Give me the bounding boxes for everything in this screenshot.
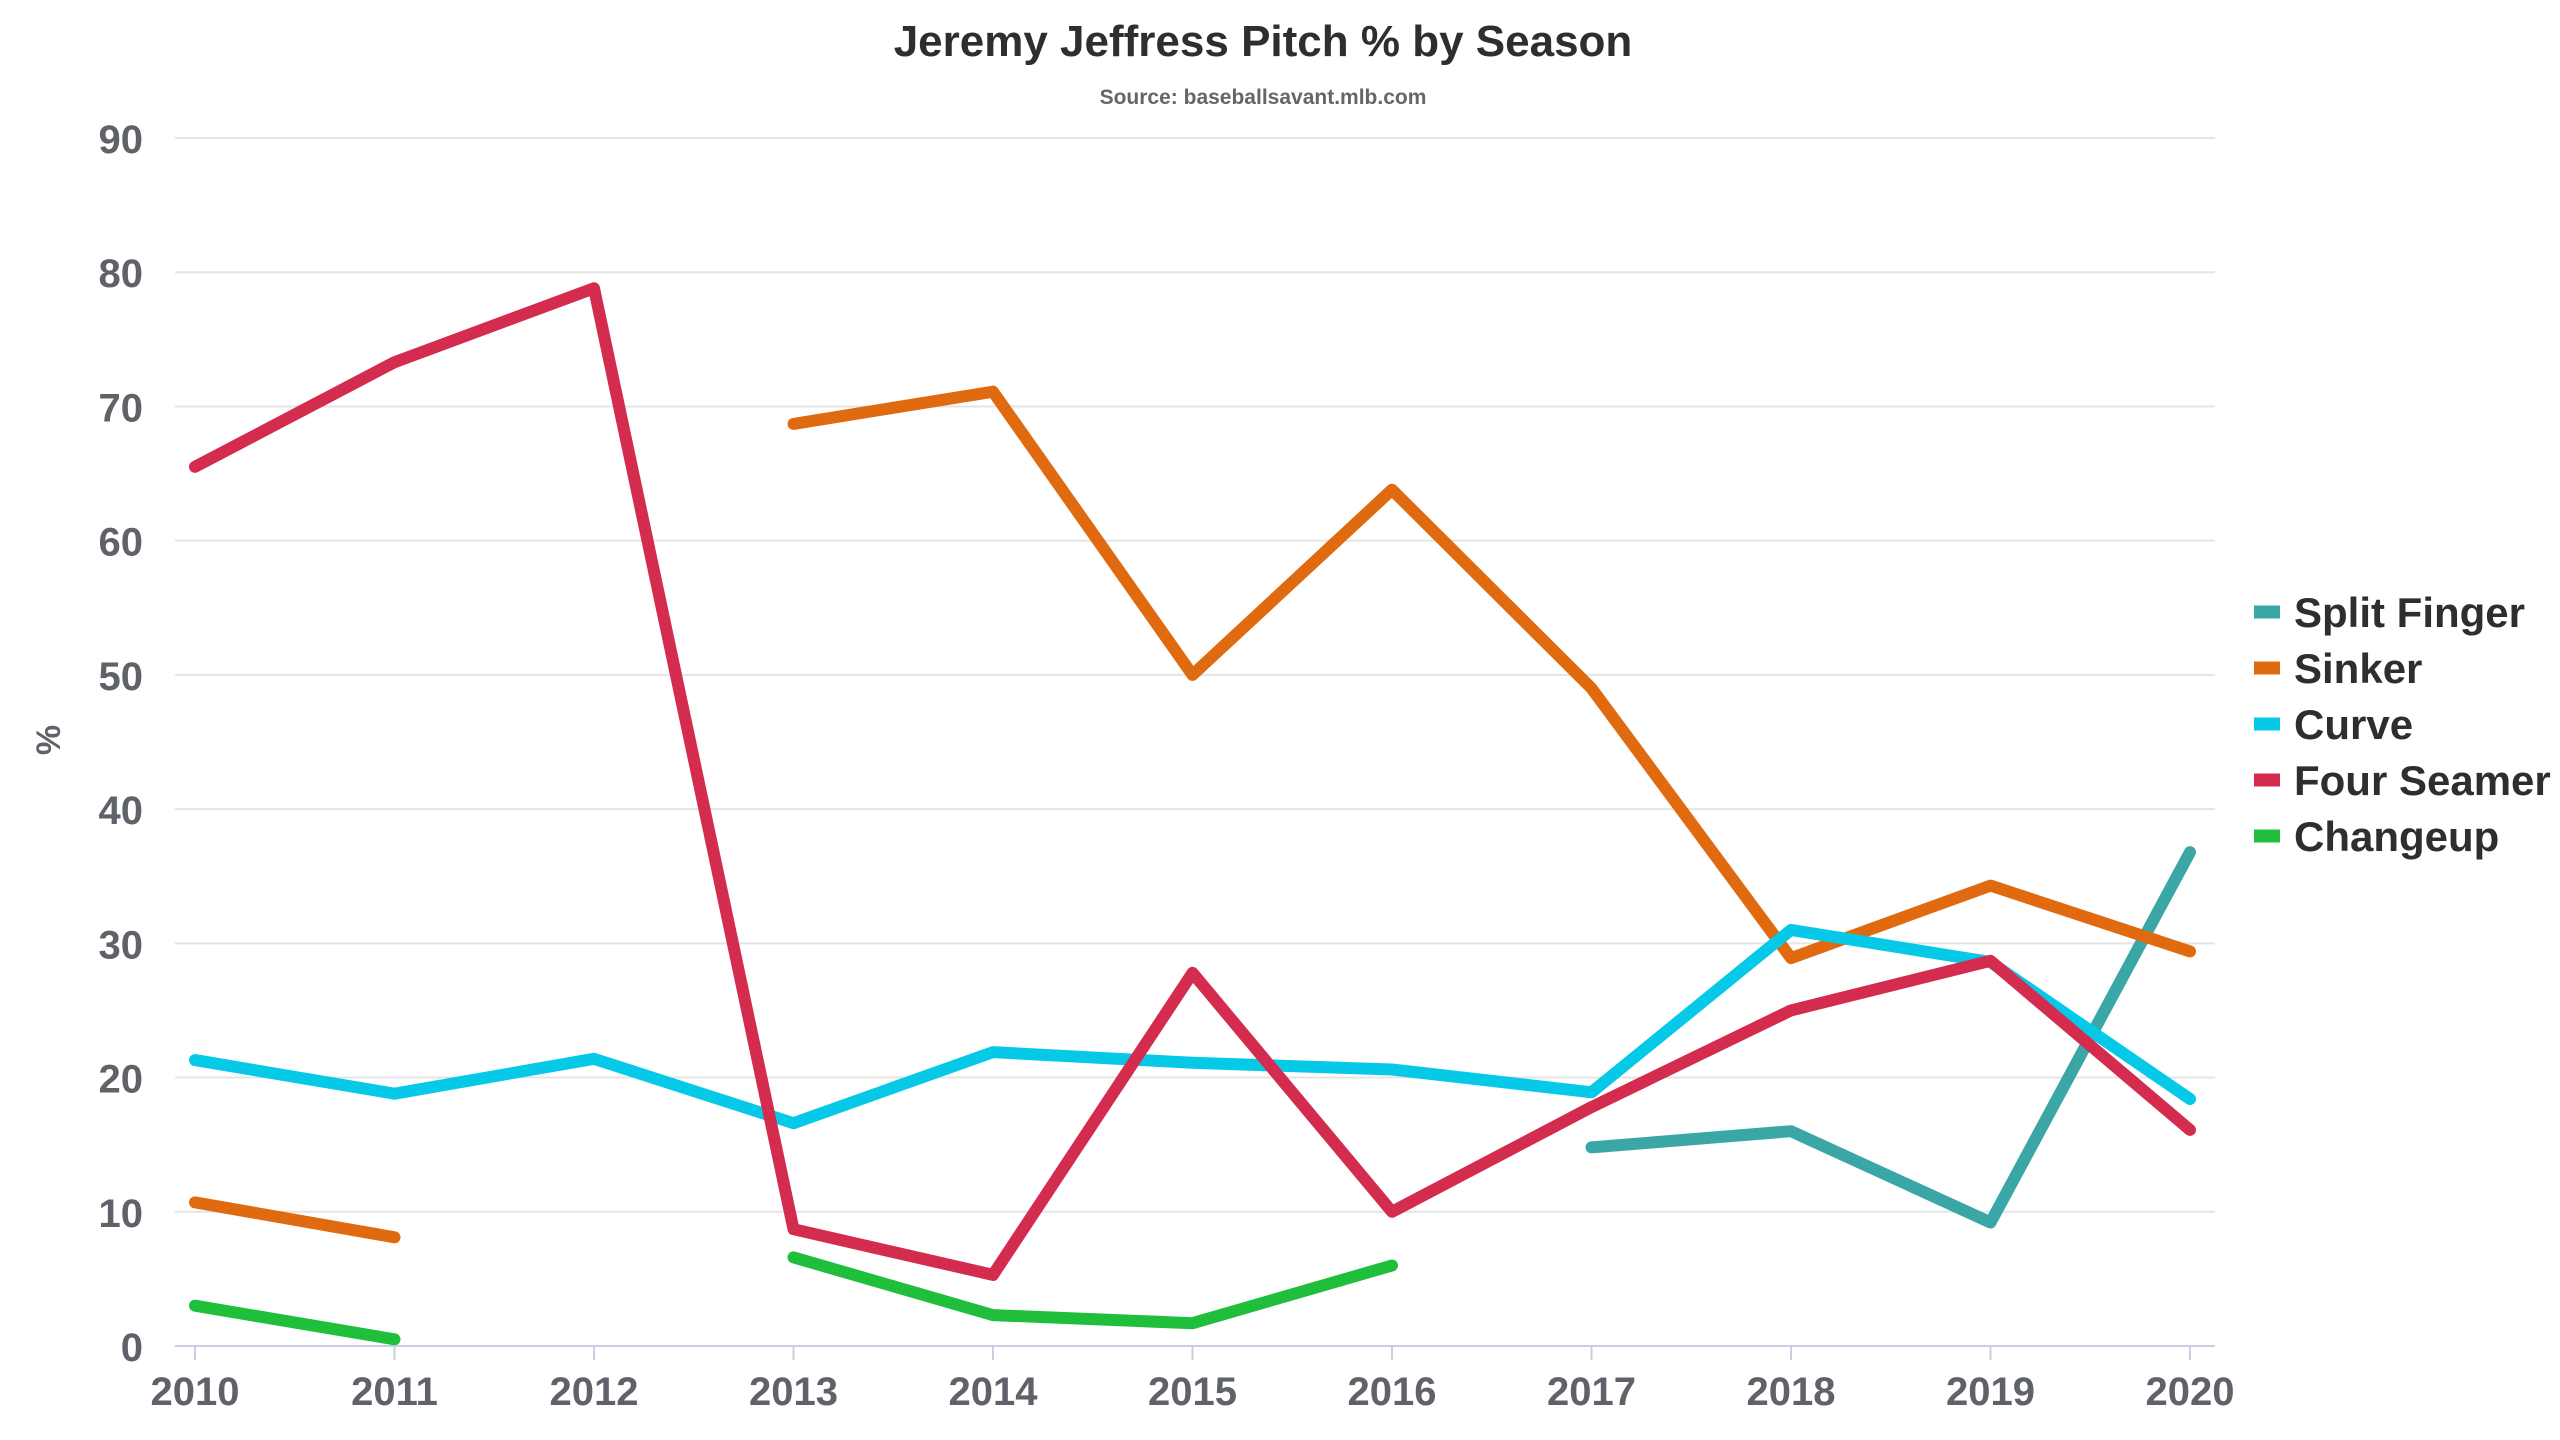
y-axis-label: % — [30, 725, 68, 755]
legend-item: Changeup — [2254, 813, 2499, 860]
series-line — [189, 282, 2196, 1281]
chart-title: Jeremy Jeffress Pitch % by Season — [894, 17, 1633, 66]
legend: Split Finger Sinker Curve Four Seamer Change… — [2254, 589, 2551, 860]
legend-item: Sinker — [2254, 645, 2422, 692]
x-tick-label: 2017 — [1547, 1370, 1636, 1414]
series-line — [189, 923, 2196, 1130]
x-tick-label: 2013 — [749, 1370, 838, 1414]
legend-item: Split Finger — [2254, 589, 2525, 636]
y-tick-label: 0 — [121, 1326, 143, 1370]
y-tick-label: 80 — [99, 252, 144, 296]
legend-item: Curve — [2254, 701, 2413, 748]
gridlines — [175, 137, 2215, 1347]
x-tick-label: 2010 — [151, 1370, 240, 1414]
series-changeup — [189, 1251, 1398, 1346]
legend-item: Four Seamer — [2254, 757, 2551, 804]
y-tick-label: 10 — [99, 1192, 144, 1236]
series-curve — [189, 923, 2196, 1130]
y-tick-label: 70 — [99, 386, 144, 430]
y-tick-label: 60 — [99, 521, 144, 565]
legend-label: Sinker — [2294, 645, 2422, 692]
y-tick-label: 50 — [99, 655, 144, 699]
y-tick-label: 40 — [99, 789, 144, 833]
x-tick-label: 2020 — [2146, 1370, 2235, 1414]
series-line — [787, 385, 2196, 965]
series-line — [787, 1251, 1398, 1330]
series-line — [189, 1299, 401, 1346]
series-line — [189, 1196, 401, 1244]
y-axis-ticks: 0 10 20 30 40 50 60 70 80 90 — [99, 118, 144, 1370]
x-tick-label: 2015 — [1148, 1370, 1237, 1414]
x-tick-label: 2018 — [1747, 1370, 1836, 1414]
x-tick-label: 2016 — [1348, 1370, 1437, 1414]
legend-label: Changeup — [2294, 813, 2499, 860]
series-sinker — [189, 385, 2196, 1244]
x-tick-label: 2011 — [351, 1370, 438, 1414]
y-tick-label: 20 — [99, 1058, 144, 1102]
x-tick-label: 2012 — [550, 1370, 639, 1414]
y-tick-label: 30 — [99, 923, 144, 967]
legend-label: Curve — [2294, 701, 2413, 748]
legend-label: Four Seamer — [2294, 757, 2551, 804]
chart-subtitle: Source: baseballsavant.mlb.com — [1100, 86, 1427, 109]
y-tick-label: 90 — [99, 118, 144, 162]
series-lines — [189, 282, 2196, 1346]
x-tick-label: 2019 — [1946, 1370, 2035, 1414]
series-four-seamer — [189, 282, 2196, 1281]
x-tick-label: 2014 — [949, 1370, 1039, 1414]
legend-label: Split Finger — [2294, 589, 2525, 636]
x-axis-ticks: 2010 2011 2012 2013 2014 2015 2016 2017 2018 2019… — [151, 1346, 2235, 1414]
